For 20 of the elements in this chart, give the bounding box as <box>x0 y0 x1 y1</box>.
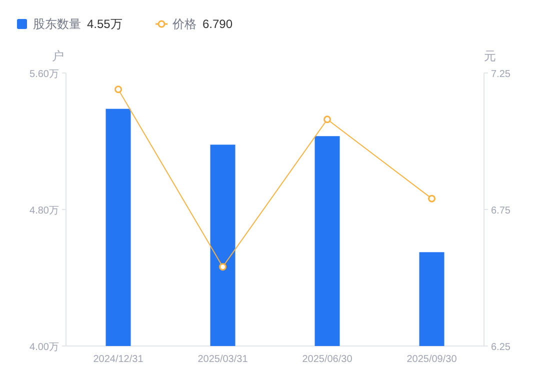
y-tick-label: 5.60万 <box>30 69 59 80</box>
y-tick-label: 4.80万 <box>30 206 59 216</box>
x-tick-label: 2024/12/31 <box>93 354 144 365</box>
text: 6.790 <box>202 17 233 31</box>
legend-label: 股东数量 <box>33 17 81 31</box>
y2-tick-label: 6.75 <box>491 206 511 216</box>
x-tick-label: 2025/03/31 <box>198 354 248 365</box>
y-tick-label: 4.00万 <box>30 342 59 353</box>
point <box>428 194 436 202</box>
y2-tick-label: 6.25 <box>491 342 511 353</box>
point <box>324 116 331 124</box>
y2-tick-label: 7.25 <box>491 69 511 80</box>
x-tick-label: 2025/06/30 <box>302 354 353 365</box>
y2-axis-title: 元 <box>484 49 496 63</box>
point <box>114 86 122 94</box>
text: 4.55万 <box>87 17 122 31</box>
x-tick-label: 2025/09/30 <box>406 354 458 365</box>
legend-label: 价格 <box>172 17 196 31</box>
point <box>219 263 226 271</box>
y-axis-title: 户 <box>52 49 64 63</box>
